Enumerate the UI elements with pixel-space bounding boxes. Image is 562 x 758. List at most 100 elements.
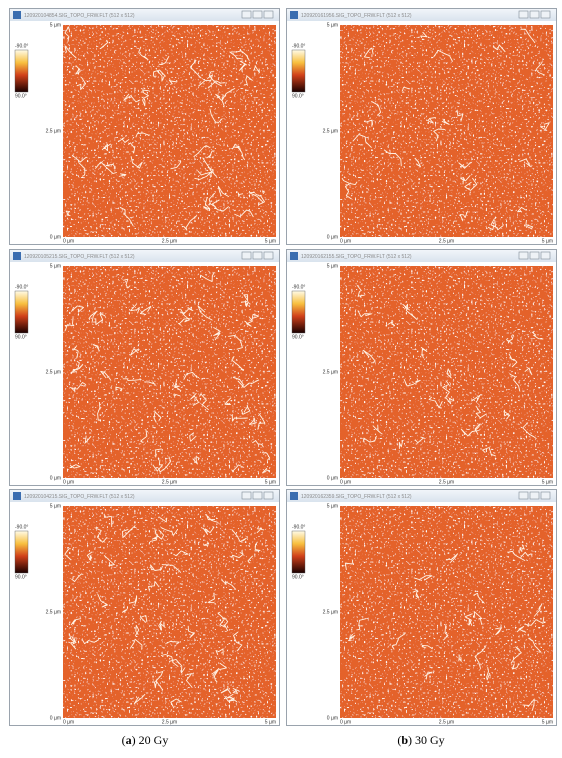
- y-tick-label: 5 µm: [327, 503, 338, 509]
- fiber: [244, 75, 253, 86]
- window-button: [529, 251, 540, 260]
- app-icon: [13, 11, 21, 19]
- color-scale: [291, 530, 306, 574]
- fiber: [442, 623, 449, 641]
- fiber: [372, 424, 383, 435]
- fiber: [134, 624, 140, 637]
- y-tick-label: 2.5 µm: [46, 609, 61, 615]
- y-tick-label: 2.5 µm: [46, 128, 61, 134]
- fiber: [69, 464, 81, 469]
- title-bar: [287, 9, 556, 21]
- window-button: [540, 10, 551, 19]
- afm-image: [63, 266, 276, 478]
- fiber: [231, 356, 244, 371]
- fiber: [130, 348, 140, 356]
- afm-image: [340, 506, 553, 718]
- window-button: [263, 10, 274, 19]
- fiber: [503, 410, 511, 420]
- fiber: [524, 219, 534, 230]
- fiber: [535, 61, 545, 76]
- fiber: [92, 344, 100, 352]
- fiber: [179, 307, 194, 315]
- fiber: [154, 448, 162, 458]
- x-tick-label: 5 µm: [265, 479, 276, 485]
- fiber: [507, 550, 526, 561]
- scale-label: 90.0°: [15, 574, 27, 580]
- fiber: [442, 380, 450, 399]
- app-icon: [290, 252, 298, 260]
- scale-label: -90.0°: [15, 284, 28, 290]
- fiber: [524, 367, 533, 376]
- fiber: [185, 673, 193, 688]
- fiber: [101, 143, 112, 152]
- fiber: [173, 380, 182, 392]
- fiber: [192, 456, 200, 465]
- fiber: [99, 39, 109, 50]
- window-button: [518, 491, 529, 500]
- y-tick-label: 5 µm: [327, 22, 338, 28]
- fiber: [115, 386, 123, 392]
- fiber: [72, 364, 84, 372]
- fiber: [228, 334, 243, 350]
- scale-label: 90.0°: [15, 334, 27, 340]
- scale-label: -90.0°: [292, 43, 305, 49]
- fiber: [190, 392, 200, 406]
- fiber: [95, 313, 106, 326]
- fiber: [140, 429, 148, 443]
- window-button: [529, 10, 540, 19]
- fiber: [64, 26, 71, 42]
- fiber: [202, 526, 215, 535]
- window-button: [518, 10, 529, 19]
- window-title: 120920104215.SIG_TOPO_FRW.FLT (512 x 512…: [24, 494, 135, 500]
- app-icon: [290, 11, 298, 19]
- window-button: [263, 251, 274, 260]
- window-button: [252, 491, 263, 500]
- x-tick-label: 0 µm: [63, 719, 74, 725]
- x-tick-label: 2.5 µm: [439, 479, 454, 485]
- afm-image: [340, 25, 553, 237]
- fiber: [262, 190, 266, 195]
- scale-label: 90.0°: [292, 334, 304, 340]
- fiber: [208, 192, 216, 207]
- fiber: [160, 654, 179, 668]
- fiber: [520, 551, 532, 558]
- fiber: [517, 206, 527, 213]
- fiber: [170, 159, 182, 170]
- title-bar: [287, 250, 556, 262]
- fiber: [118, 137, 130, 143]
- color-scale: [291, 49, 306, 93]
- fiber: [152, 69, 167, 77]
- fiber: [148, 581, 160, 591]
- fiber: [94, 161, 117, 174]
- x-tick-label: 0 µm: [340, 719, 351, 725]
- scale-label: -90.0°: [292, 524, 305, 530]
- fiber: [473, 611, 483, 625]
- fiber: [251, 313, 260, 321]
- fiber: [446, 368, 452, 379]
- fiber: [178, 318, 190, 326]
- fiber: [207, 80, 226, 89]
- fiber: [70, 618, 82, 626]
- fiber: [119, 206, 134, 227]
- fiber: [88, 310, 98, 323]
- title-bar: [10, 250, 279, 262]
- fiber: [73, 345, 79, 359]
- fiber: [75, 65, 81, 75]
- fiber: [352, 134, 372, 149]
- scale-label: 90.0°: [15, 93, 27, 99]
- fiber: [84, 435, 92, 444]
- scale-label: 90.0°: [292, 93, 304, 99]
- fiber: [424, 671, 433, 680]
- fiber: [341, 177, 358, 186]
- fiber: [153, 681, 164, 691]
- afm-window: 120920162155.SIG_TOPO_FRW.FLT (512 x 512…: [286, 249, 557, 486]
- fiber: [103, 513, 113, 528]
- caption-prefix: (: [397, 733, 401, 747]
- fiber: [516, 626, 527, 633]
- afm-window: 120920161956.SIG_TOPO_FRW.FLT (512 x 512…: [286, 8, 557, 245]
- y-tick-label: 2.5 µm: [323, 609, 338, 615]
- fiber: [371, 100, 382, 116]
- fiber: [220, 579, 237, 590]
- fiber: [231, 529, 247, 543]
- fiber: [161, 564, 180, 573]
